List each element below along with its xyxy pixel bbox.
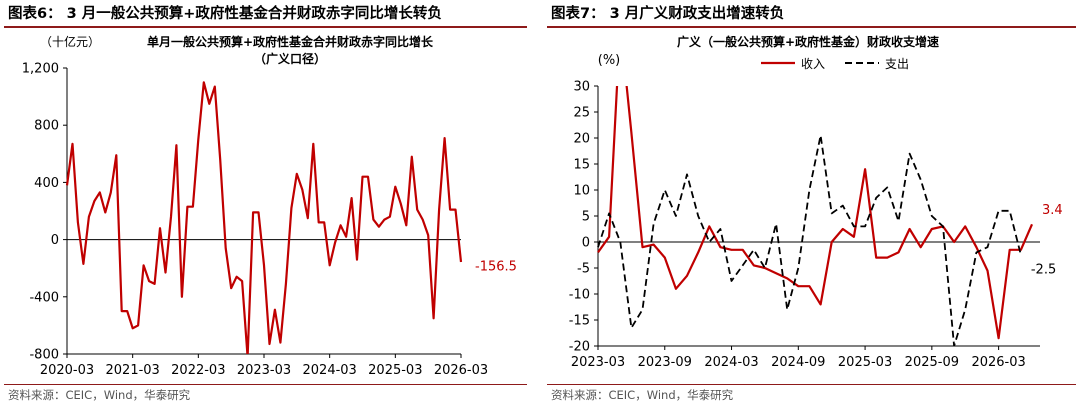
x-tick-label: 2026-03 [971,355,1025,370]
title-rule [547,26,1076,28]
title-rule [4,26,527,28]
x-tick-label: 2025-03 [838,355,892,370]
unit-label: （十亿元） [40,34,100,49]
y-tick-label: -5 [577,262,590,277]
x-tick-label: 2022-03 [171,363,225,378]
y-tick-label: 1,200 [22,62,59,77]
y-tick-label: 0 [582,236,590,251]
y-tick-label: -800 [29,348,59,363]
legend-label-expenditure: 支出 [885,57,909,71]
x-tick-label: 2023-03 [571,355,625,370]
x-tick-label: 2025-09 [905,355,959,370]
end-value-label: -2.5 [1031,263,1056,278]
legend: 收入 支出 [761,57,909,71]
y-tick-label: 10 [573,184,590,199]
x-tick-label: 2023-09 [638,355,692,370]
right-panel: 图表7： 3 月广义财政支出增速转负 广义（一般公共预算+政府性基金）财政收支增… [543,0,1080,411]
figure-title: 图表7： 3 月广义财政支出增速转负 [551,6,785,22]
y-tick-label: 400 [34,176,59,191]
y-tick-label: 30 [573,80,590,95]
y-tick-label: 15 [573,158,590,173]
x-tick-label: 2025-03 [368,363,422,378]
x-tick-label: 2024-09 [771,355,825,370]
y-tick-label: 800 [34,119,59,134]
chart-subtitle: （广义口径） [254,51,326,66]
y-tick-label: -10 [569,288,590,303]
bottom-rule [547,384,1076,385]
y-tick-label: -20 [569,340,590,355]
x-tick-label: 2024-03 [303,363,357,378]
x-tick-label: 2024-03 [704,355,758,370]
deficit-growth-chart: 单月一般公共预算+政府性基金合并财政赤字同比增长 （广义口径） （十亿元） -8… [22,34,517,379]
series-line-solid [597,86,1034,340]
source-note: 资料来源：CEIC，Wind，华泰研究 [551,388,734,402]
x-tick-label: 2021-03 [106,363,160,378]
chart-title: 广义（一般公共预算+政府性基金）财政收支增速 [677,34,939,49]
legend-label-revenue: 收入 [801,57,825,71]
left-panel: 图表6： 3 月一般公共预算+政府性基金合并财政赤字同比增长转负 单月一般公共预… [0,0,531,411]
y-tick-label: 25 [573,106,590,121]
revenue-expenditure-chart: 广义（一般公共预算+政府性基金）财政收支增速 (%) 收入 支出 -20-15-… [569,34,1063,371]
y-tick-label: 0 [51,233,59,248]
x-tick-label: 2026-03 [434,363,488,378]
bottom-rule [4,384,527,385]
x-tick-label: 2023-03 [237,363,291,378]
y-tick-label: -400 [29,290,59,305]
x-tick-label: 2020-03 [40,363,94,378]
plot-area: -20 -15 -10 -5 0 5 10 15 20 25 30 2023-03 2023-09 202… [569,80,1063,371]
end-value-label: -156.5 [475,259,517,274]
end-value-label: 3.4 [1042,203,1063,218]
series-line-dashed [597,134,1022,346]
source-note: 资料来源：CEIC，Wind，华泰研究 [8,388,191,402]
series-line-solid [65,81,463,354]
y-tick-label: -15 [569,314,590,329]
figure-title: 图表6： 3 月一般公共预算+政府性基金合并财政赤字同比增长转负 [8,6,442,22]
unit-label: (%) [598,53,621,68]
chart-title: 单月一般公共预算+政府性基金合并财政赤字同比增长 [147,34,434,49]
plot-area: -800 -400 0 400 800 1,200 2020-03 2021-03 2022-0… [22,62,517,379]
y-tick-label: 20 [573,132,590,147]
y-tick-label: 5 [582,210,590,225]
